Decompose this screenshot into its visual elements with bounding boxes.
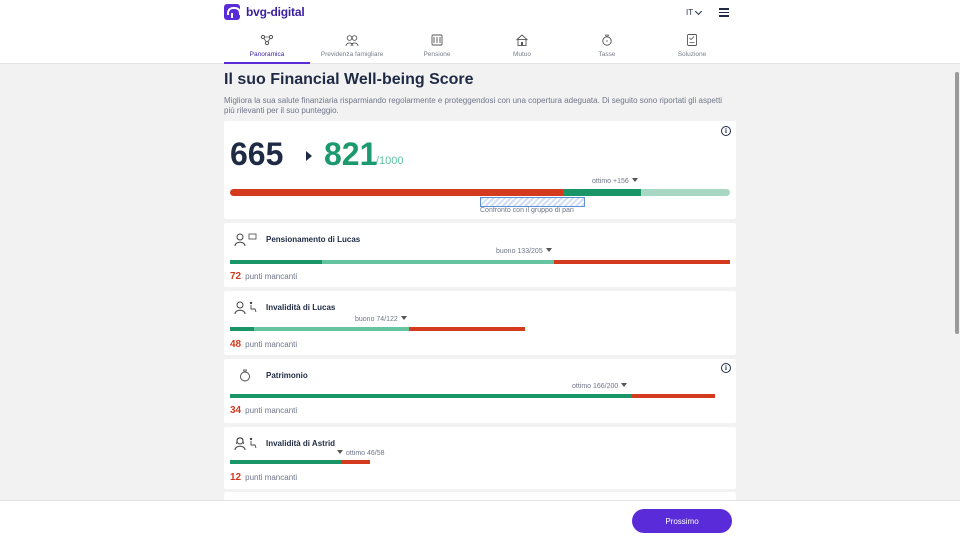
goal-card-pensionamento-lucas[interactable]: Pensionamento di Lucas buono 133/205 72 p… — [224, 223, 736, 287]
solution-icon — [687, 34, 697, 46]
tab-label: Pensione — [423, 51, 451, 58]
missing-points: 34 punti mancanti — [230, 405, 298, 416]
tab-label: Mutuo — [512, 51, 532, 58]
peer-group-label: Confronto con il gruppo di pari — [480, 207, 574, 214]
goal-card-invalidita-lucas[interactable]: Invalidità di Lucas buono 74/122 48 punti… — [224, 291, 736, 355]
score-marker: ottimo +156 — [592, 178, 638, 185]
goal-bar — [230, 327, 525, 331]
tab-panoramica[interactable]: Panoramica — [224, 32, 310, 64]
peer-group-range — [480, 197, 585, 207]
disability-icon — [234, 437, 257, 450]
footer: Prossimo — [0, 500, 960, 540]
goal-card-next — [224, 492, 736, 500]
overview-icon — [260, 34, 274, 46]
score-bar-gain — [563, 189, 641, 196]
missing-points: 72 punti mancanti — [230, 271, 298, 282]
goal-marker: ottimo 46/58 — [337, 450, 385, 457]
goal-title: Patrimonio — [266, 371, 308, 380]
missing-points: 12 punti mancanti — [230, 472, 298, 483]
top-bar: bvg-digital IT — [0, 0, 960, 26]
language-selector[interactable]: IT — [686, 7, 703, 17]
info-icon[interactable]: i — [721, 363, 731, 373]
tab-label: Tasse — [598, 51, 616, 58]
retirement-icon — [234, 233, 257, 246]
target-score: 821 — [324, 136, 378, 172]
arrow-right-icon — [306, 151, 312, 161]
chevron-down-icon — [695, 7, 703, 15]
score-card: i 665 821 /1000 ottimo +156 Confronto co… — [224, 121, 736, 219]
score-bar-remaining — [641, 189, 730, 196]
goal-card-patrimonio[interactable]: i Patrimonio ottimo 166/200 34 punti manc… — [224, 359, 736, 423]
pension-icon — [431, 34, 443, 46]
logo-text: bvg-digital — [246, 5, 305, 19]
tab-previdenza-famigliare[interactable]: Previdenza famigliare — [309, 32, 395, 64]
goal-marker: buono 74/122 — [355, 316, 407, 323]
score-bar-current — [230, 189, 563, 196]
score-bar — [230, 189, 730, 196]
menu-icon[interactable] — [719, 8, 729, 17]
goal-bar — [230, 394, 715, 398]
tab-label: Soluzione — [677, 51, 707, 58]
house-icon — [516, 34, 528, 46]
goal-title: Invalidità di Lucas — [266, 303, 336, 312]
goal-bar — [230, 460, 370, 464]
tab-mutuo[interactable]: Mutuo — [479, 32, 565, 64]
logo[interactable]: bvg-digital — [224, 4, 305, 20]
goal-bar — [230, 260, 730, 264]
tab-soluzione[interactable]: Soluzione — [649, 32, 735, 64]
goal-title: Pensionamento di Lucas — [266, 235, 361, 244]
next-button[interactable]: Prossimo — [632, 509, 732, 533]
missing-points: 48 punti mancanti — [230, 339, 298, 350]
goal-marker: buono 133/205 — [496, 248, 552, 255]
tab-pensione[interactable]: Pensione — [394, 32, 480, 64]
goal-card-invalidita-astrid[interactable]: Invalidità di Astrid ottimo 46/58 12 punt… — [224, 427, 736, 489]
goal-marker: ottimo 166/200 — [572, 383, 628, 390]
wealth-icon — [240, 369, 250, 382]
tab-label: Previdenza famigliare — [320, 51, 384, 58]
scrollbar-thumb[interactable] — [955, 72, 959, 334]
goal-title: Invalidità di Astrid — [266, 439, 336, 448]
page-title: Il suo Financial Well-being Score — [224, 71, 474, 88]
current-score: 665 — [230, 136, 284, 172]
score-max: /1000 — [376, 155, 404, 167]
tab-label: Panoramica — [249, 51, 285, 58]
tax-icon — [602, 34, 612, 46]
disability-icon — [234, 301, 257, 314]
umbrella-logo-icon — [224, 4, 241, 20]
tab-bar: Panoramica Previdenza famigliare Pension… — [0, 26, 960, 64]
family-icon — [345, 35, 359, 47]
tab-tasse[interactable]: Tasse — [564, 32, 650, 64]
info-icon[interactable]: i — [721, 126, 731, 136]
language-label: IT — [686, 8, 694, 17]
intro-text: Migliora la sua salute finanziaria rispa… — [224, 96, 723, 115]
